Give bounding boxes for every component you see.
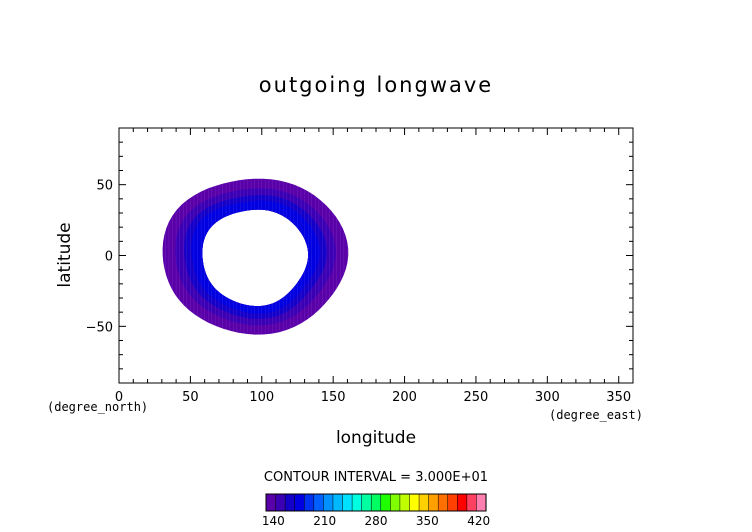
colorbar-segment xyxy=(476,493,487,512)
x-tick-label: 350 xyxy=(606,390,631,405)
colorbar: 140 210 280 350 420 xyxy=(262,493,490,528)
x-tick-label: 0 xyxy=(115,390,123,405)
colorbar-segment xyxy=(304,493,315,512)
colorbar-segment xyxy=(275,493,286,512)
colorbar-segment xyxy=(351,493,363,512)
x-tick-label: 200 xyxy=(392,390,417,405)
data-field xyxy=(162,178,349,335)
x-tick-label: 50 xyxy=(182,390,199,405)
colorbar-segment xyxy=(466,493,477,512)
colorbar-segment xyxy=(418,493,430,512)
x-tick-label: 300 xyxy=(535,390,560,405)
x-axis-label: longitude xyxy=(336,428,416,448)
colorbar-segment xyxy=(409,493,420,512)
colorbar-segment xyxy=(399,493,411,512)
colorbar-segment xyxy=(428,493,439,512)
y-tick-label: 0 xyxy=(105,250,113,265)
colorbar-segment xyxy=(447,493,458,512)
colorbar-segment xyxy=(342,493,353,512)
y-tick-label: −50 xyxy=(86,320,113,335)
x-unit-label: (degree_east) xyxy=(549,408,643,422)
chart-title: outgoing longwave xyxy=(259,73,493,97)
colorbar-segment xyxy=(457,493,468,512)
colorbar-tick-label: 280 xyxy=(365,514,388,528)
x-tick-label: 150 xyxy=(321,390,346,405)
x-tick-label: 250 xyxy=(464,390,489,405)
y-axis: −50 0 50 xyxy=(86,127,633,384)
colorbar-segment xyxy=(361,493,372,512)
field-grid xyxy=(165,178,348,334)
x-tick-label: 100 xyxy=(249,390,274,405)
y-unit-label: (degree_north) xyxy=(47,400,148,414)
x-axis: 0 50 100 150 200 250 300 350 xyxy=(115,128,634,405)
colorbar-segment xyxy=(323,493,334,512)
colorbar-tick-label: 210 xyxy=(313,514,336,528)
colorbar-segment xyxy=(294,493,305,512)
contour-interval-label: CONTOUR INTERVAL = 3.000E+01 xyxy=(264,470,488,485)
colorbar-segment xyxy=(332,493,344,512)
colorbar-segment xyxy=(313,493,324,512)
colorbar-tick-label: 350 xyxy=(416,514,439,528)
colorbar-segment xyxy=(265,493,277,512)
colorbar-frame xyxy=(265,493,487,512)
colorbar-segment xyxy=(390,493,401,512)
colorbar-segment xyxy=(380,493,391,512)
colorbar-segment xyxy=(370,493,382,512)
colorbar-segment xyxy=(437,493,449,512)
colorbar-tick-label: 420 xyxy=(467,514,490,528)
colorbar-tick-label: 140 xyxy=(262,514,285,528)
y-tick-label: 50 xyxy=(96,179,113,194)
colorbar-segment xyxy=(284,493,296,512)
y-axis-label: latitude xyxy=(55,222,75,287)
